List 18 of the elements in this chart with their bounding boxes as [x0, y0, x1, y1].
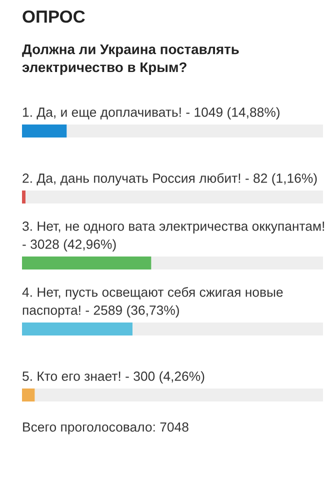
- bar: [22, 322, 133, 336]
- bar: [22, 190, 26, 204]
- bar: [25, 190, 323, 204]
- annotation: 2. Да, дань получать Россия любит! - 82 (1,16%): [22, 173, 317, 186]
- chart-title: ОПРОС: [22, 10, 85, 23]
- annotation: Всего проголосовало: 7048: [23, 422, 188, 434]
- annotation: 3. Нет, не одного вата электричества оккупантам! - 3028 (42,96%): [22, 222, 324, 252]
- bar: [151, 256, 323, 270]
- annotation: 4. Нет, пусть освещают себя сжигая новые паспорта! - 2589 (36,73%): [22, 287, 283, 318]
- chart-subtitle: Должна ли Украина поставлять электричество в Крым?: [22, 44, 239, 75]
- bar: [22, 124, 67, 138]
- bar: [132, 322, 323, 336]
- bar: [66, 124, 323, 138]
- bar: [22, 256, 152, 270]
- annotation: 5. Кто его знает! - 300 (4,26%): [22, 371, 204, 384]
- bar: [22, 388, 35, 402]
- bar: [34, 388, 323, 402]
- annotation: 1. Да, и еще доплачивать! - 1049 (14,88%): [23, 107, 280, 120]
